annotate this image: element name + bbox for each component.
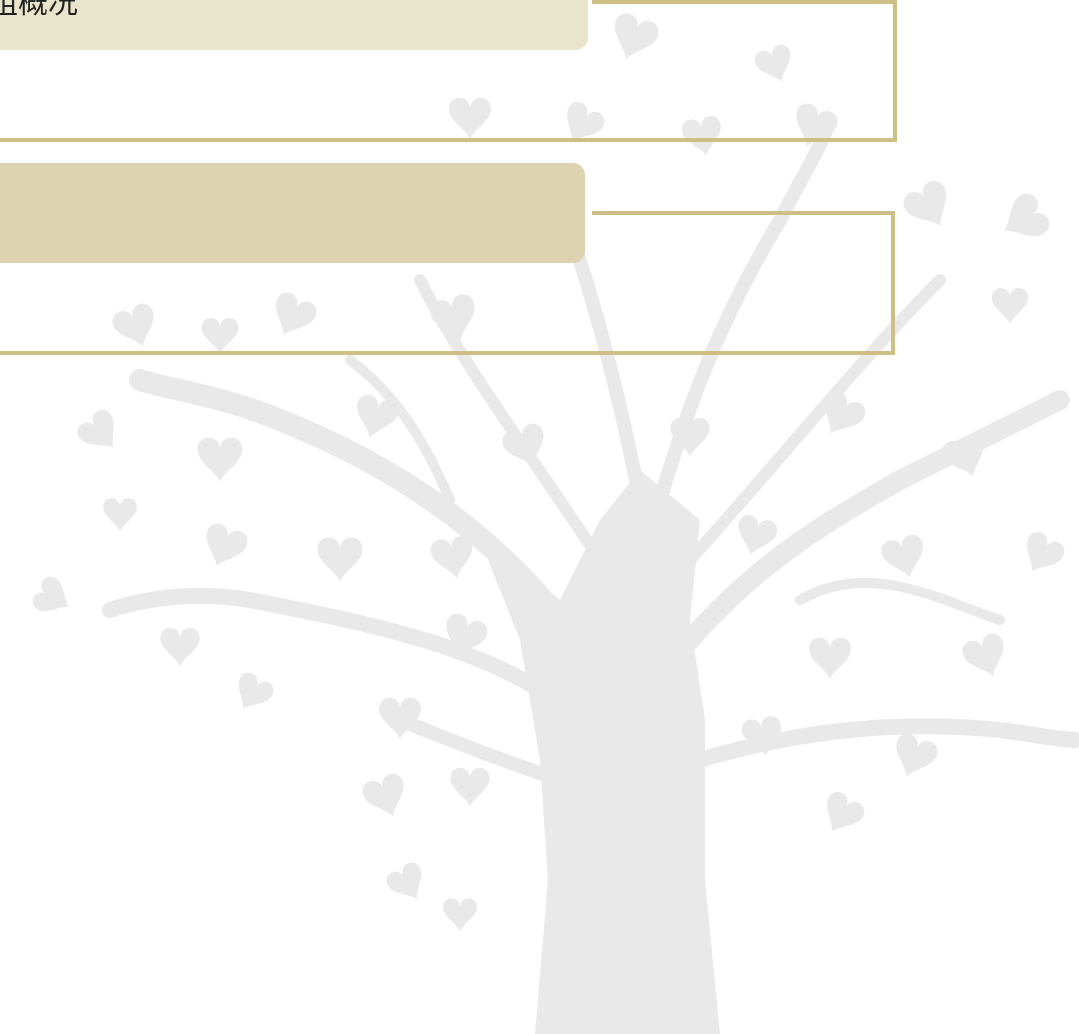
branch [800, 583, 1000, 620]
heart [605, 10, 662, 67]
heart [680, 115, 725, 160]
heart [443, 898, 477, 931]
branch [570, 230, 640, 500]
heart [202, 318, 238, 354]
heart [450, 768, 489, 807]
heart [815, 788, 868, 841]
title-bar [0, 0, 588, 50]
heart [809, 638, 851, 679]
heart [899, 177, 960, 238]
heart [359, 771, 413, 824]
heart [103, 498, 137, 531]
section-title: 组概况 [0, 0, 78, 22]
heart [752, 42, 798, 88]
heart [992, 288, 1028, 324]
heart [993, 189, 1054, 250]
heart [29, 573, 78, 622]
heart [429, 534, 478, 582]
heart [1015, 528, 1068, 581]
heart [887, 731, 941, 784]
page: {"header": {"title": "组概况"}} html, body … [0, 0, 1079, 1034]
background [0, 0, 1079, 1034]
heart [197, 521, 251, 574]
heart [264, 289, 319, 344]
heart [959, 631, 1013, 684]
heart [449, 98, 491, 139]
heart [879, 532, 930, 583]
heart [383, 859, 432, 908]
body: 组概况 (() => { const data = JSON.parse(doc… [0, 0, 1079, 1034]
heart [198, 438, 243, 482]
heart [160, 628, 199, 667]
heart [318, 538, 363, 582]
heart [555, 98, 608, 151]
heart [74, 406, 129, 461]
section-bar [0, 163, 585, 263]
stage: 组概况 [0, 0, 1079, 1034]
heart [227, 669, 276, 718]
heart [109, 301, 163, 354]
